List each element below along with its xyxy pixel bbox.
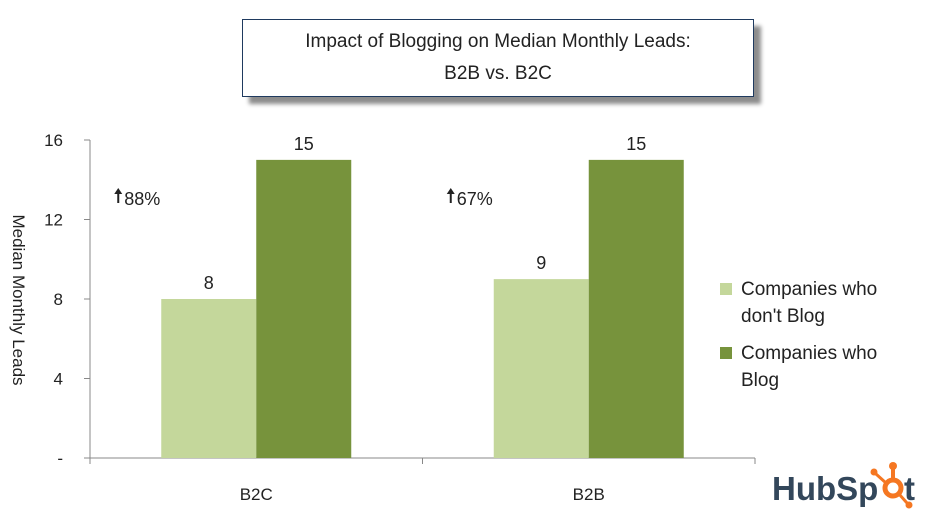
bar [493, 279, 589, 458]
chart-title-box: Impact of Blogging on Median Monthly Lea… [242, 19, 754, 97]
y-axis-label: Median Monthly Leads [9, 214, 28, 385]
bar [161, 299, 257, 458]
bar [588, 159, 684, 458]
legend: Companies who don't Blog Companies who B… [720, 276, 911, 404]
y-tick-label: 8 [54, 290, 63, 309]
x-tick-label: B2B [573, 485, 605, 504]
increase-annotation: 67% [446, 188, 493, 209]
legend-label-no-blog: Companies who don't Blog [741, 279, 878, 327]
legend-label-blog: Companies who Blog [741, 343, 878, 391]
hubspot-sprocket-icon [870, 462, 913, 509]
bar-data-label: 8 [204, 273, 214, 293]
y-tick-label: - [57, 449, 63, 468]
legend-swatch-blog [720, 347, 732, 359]
hubspot-logo: HubSp t [772, 462, 915, 509]
bar [256, 159, 352, 458]
legend-item-no-blog: Companies who don't Blog [720, 276, 911, 330]
chart-title: Impact of Blogging on Median Monthly Lea… [305, 31, 691, 52]
bar-data-label: 15 [626, 134, 646, 154]
up-arrow-head-icon [114, 188, 123, 194]
bar-data-label: 15 [294, 134, 314, 154]
legend-swatch-no-blog [720, 283, 732, 295]
x-tick-label: B2C [240, 485, 273, 504]
up-arrow-head-icon [446, 188, 455, 194]
chart-subtitle: B2B vs. B2C [444, 63, 552, 84]
legend-item-blog: Companies who Blog [720, 340, 911, 394]
y-tick-label: 16 [44, 131, 63, 150]
svg-text:t: t [904, 470, 915, 507]
y-tick-label: 12 [44, 211, 63, 230]
chart-bars [161, 159, 684, 458]
annotation-label: 88% [124, 189, 160, 209]
svg-text:HubSp: HubSp [772, 470, 878, 507]
annotation-label: 67% [457, 189, 493, 209]
chart-labels: B2C 8 15 88% B2B 9 15 67% [114, 134, 646, 504]
bar-data-label: 9 [536, 253, 546, 273]
y-tick-label: 4 [54, 370, 63, 389]
increase-annotation: 88% [114, 188, 160, 209]
